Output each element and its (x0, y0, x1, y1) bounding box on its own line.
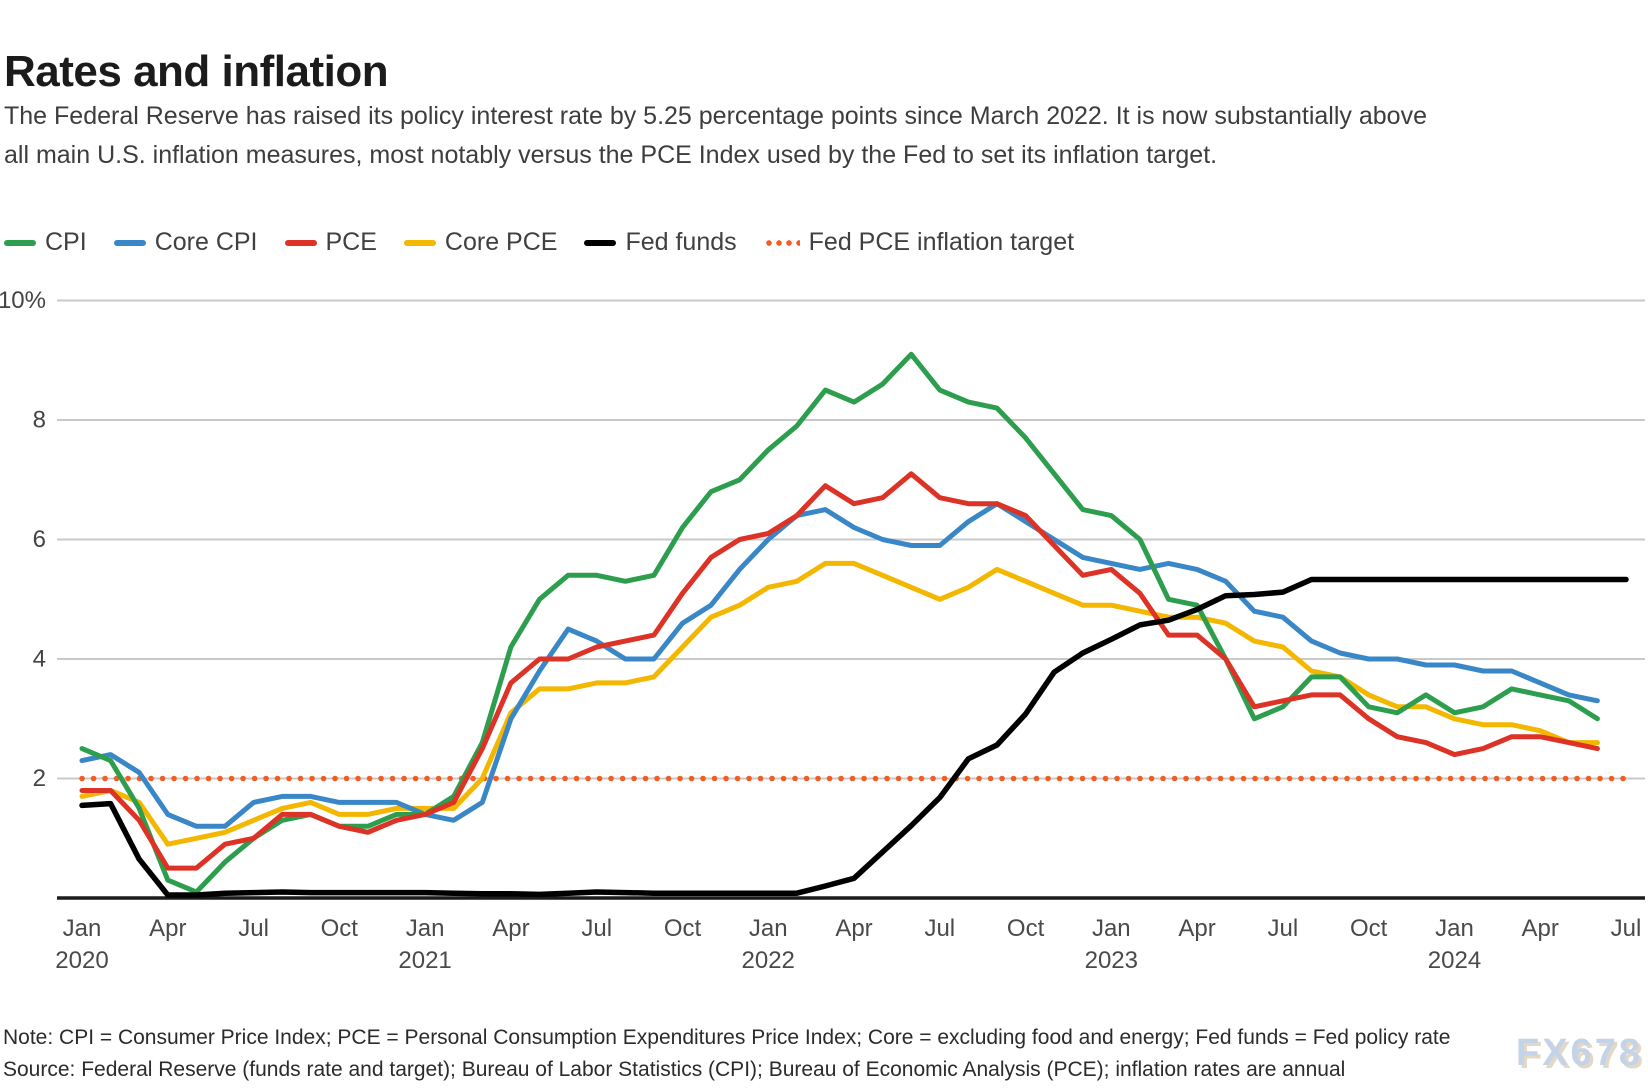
y-axis-tick-label: 2 (33, 765, 46, 792)
x-axis-tick-label: Jul (1611, 915, 1642, 942)
legend-swatch-cpi (4, 239, 36, 246)
page-title: Rates and inflation (4, 47, 389, 97)
x-axis-year-label: 2022 (742, 947, 795, 974)
y-axis-tick-label: 8 (33, 407, 46, 434)
legend-swatch-fed-pce-inflation-target (763, 239, 800, 246)
legend-label-pce: PCE (325, 228, 377, 256)
note-line: Note: CPI = Consumer Price Index; PCE = … (3, 1026, 1451, 1049)
y-axis-tick-label: 4 (33, 646, 46, 673)
legend-label-core-cpi: Core CPI (154, 228, 258, 256)
x-axis-year-label: 2023 (1085, 947, 1138, 974)
x-axis-tick-label: Oct (664, 915, 702, 942)
y-axis-tick-label: 6 (33, 526, 46, 553)
x-axis-tick-label: Oct (1007, 915, 1045, 942)
legend-item-pce: PCE (284, 228, 377, 257)
x-axis-tick-label: Apr (1522, 915, 1559, 942)
y-axis-tick-label: 10% (0, 287, 46, 314)
legend-item-cpi: CPI (4, 228, 87, 257)
chart-legend: CPI Core CPI PCE Core PCE Fed funds Fed PCE i… (4, 228, 1074, 257)
x-axis-tick-label: Jul (238, 915, 269, 942)
x-axis-tick-label: Oct (321, 915, 359, 942)
legend-swatch-fed-funds (584, 239, 617, 246)
chart-subtitle: The Federal Reserve has raised its polic… (4, 97, 1604, 175)
x-axis-tick-label: Apr (149, 915, 186, 942)
series-line-pce (79, 471, 1600, 871)
x-axis-year-label: 2021 (398, 947, 451, 974)
subtitle-line-2: all main U.S. inflation measures, most n… (4, 141, 1218, 169)
x-axis-tick-label: Jan (1092, 915, 1131, 942)
legend-item-core-pce: Core PCE (403, 228, 558, 257)
legend-item-fed-funds: Fed funds (584, 228, 737, 257)
x-axis-tick-label: Apr (835, 915, 872, 942)
legend-swatch-core-cpi (113, 239, 146, 246)
legend-swatch-core-pce (403, 239, 436, 246)
x-axis-tick-label: Jan (749, 915, 788, 942)
subtitle-line-1: The Federal Reserve has raised its polic… (4, 102, 1427, 130)
x-axis-year-label: 2024 (1428, 947, 1481, 974)
legend-label-fed-funds: Fed funds (625, 228, 737, 256)
x-axis-tick-label: Oct (1350, 915, 1388, 942)
legend-item-fed-pce-inflation-target: Fed PCE inflation target (763, 228, 1075, 257)
series-line-core-cpi (79, 501, 1600, 829)
x-axis-tick-label: Jan (1435, 915, 1474, 942)
legend-swatch-pce (284, 239, 317, 246)
x-axis-tick-label: Jul (1268, 915, 1299, 942)
series-line-fed-funds (79, 576, 1629, 898)
x-axis-tick-label: Jan (406, 915, 445, 942)
x-axis-tick-label: Jan (63, 915, 102, 942)
legend-label-fed-pce-inflation-target: Fed PCE inflation target (808, 228, 1075, 256)
watermark: FX678 (1516, 1032, 1643, 1074)
x-axis-year-label: 2020 (55, 947, 108, 974)
x-axis-tick-label: Apr (492, 915, 529, 942)
series-line-cpi (79, 351, 1600, 895)
source-line: Source: Federal Reserve (funds rate and … (3, 1058, 1346, 1081)
chart-footnotes: Note: CPI = Consumer Price Index; PCE = … (3, 1022, 1450, 1086)
legend-item-core-cpi: Core CPI (113, 228, 258, 257)
x-axis-tick-label: Apr (1178, 915, 1215, 942)
legend-label-core-pce: Core PCE (444, 228, 558, 256)
x-axis-tick-label: Jul (924, 915, 955, 942)
x-axis-tick-label: Jul (581, 915, 612, 942)
legend-label-cpi: CPI (45, 228, 87, 256)
series-line-core-pce (79, 560, 1600, 847)
